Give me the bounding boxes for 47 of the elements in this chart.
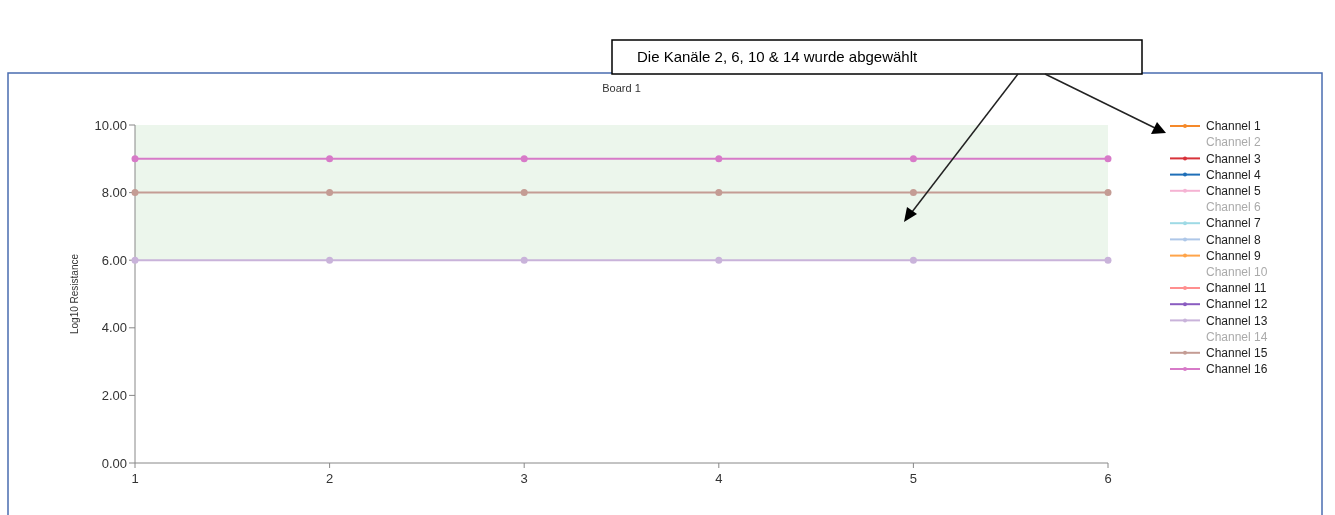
point	[520, 256, 528, 264]
point	[909, 189, 917, 197]
legend-label: Channel 11	[1206, 281, 1267, 296]
text: Channel 6	[1206, 200, 1262, 215]
chart-title: Board 1	[602, 82, 641, 94]
text: Die Kanäle 2, 6, 10 & 14 wurde abgewählt	[637, 48, 919, 66]
point	[326, 256, 334, 264]
y-tick-label: 4.00	[101, 320, 127, 336]
point	[326, 189, 334, 197]
point	[520, 189, 528, 197]
legend-label: Channel 16	[1206, 362, 1268, 377]
text: Channel 10	[1206, 265, 1268, 279]
legend-label: Channel 5	[1206, 184, 1262, 198]
point	[326, 155, 334, 163]
text: Channel 14	[1206, 329, 1268, 344]
y-axis-title: Log10 Resistance	[69, 253, 80, 335]
legend-label: Channel 12	[1206, 297, 1268, 312]
point	[1104, 189, 1112, 197]
legend-label: Channel 7	[1206, 216, 1262, 231]
point	[1104, 256, 1112, 264]
legend-label: Channel 1	[1206, 119, 1262, 134]
legend-label: Channel 4	[1206, 167, 1262, 182]
point	[909, 155, 917, 163]
legend-label: Channel 9	[1206, 248, 1262, 263]
text: Channel 2	[1206, 135, 1262, 150]
legend-label: Channel 8	[1206, 232, 1262, 247]
x-tick-label: 6	[1104, 471, 1112, 486]
legend-label: Channel 3	[1206, 151, 1262, 166]
y-tick-label: 10.00	[94, 117, 127, 133]
point	[715, 189, 723, 197]
point	[131, 155, 139, 163]
point	[715, 256, 723, 264]
x-tick-label: 3	[520, 471, 528, 486]
legend-label: Channel 13	[1206, 313, 1268, 328]
y-tick-label: 0.00	[101, 455, 127, 471]
legend-label: Channel 15	[1206, 346, 1268, 360]
point	[715, 155, 723, 163]
point	[1104, 155, 1112, 163]
x-tick-label: 2	[325, 471, 334, 486]
x-tick-label: 4	[715, 471, 723, 486]
point	[520, 155, 528, 163]
y-tick-label: 2.00	[101, 387, 127, 403]
x-tick-label: 1	[131, 471, 139, 486]
point	[909, 256, 917, 264]
y-tick-label: 8.00	[101, 185, 127, 201]
y-tick-label: 6.00	[101, 252, 127, 268]
x-tick-label: 5	[909, 471, 918, 486]
